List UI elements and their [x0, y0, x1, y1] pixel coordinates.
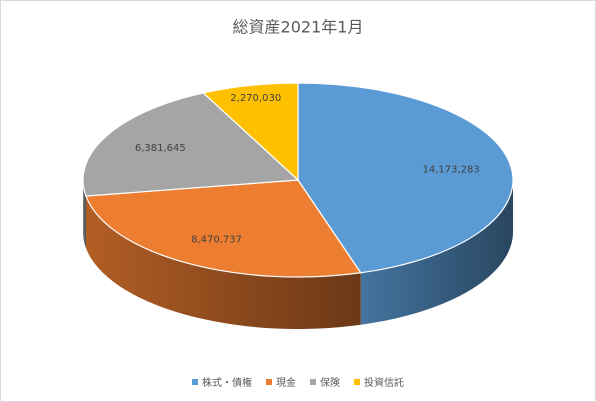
legend-marker [266, 379, 272, 385]
legend: 株式・債権 現金 保険 投資信託 [192, 376, 404, 389]
legend-marker [354, 379, 360, 385]
data-label: 2,270,030 [230, 93, 281, 104]
legend-marker [310, 379, 316, 385]
slice-side [360, 180, 513, 325]
legend-marker [192, 379, 198, 385]
legend-label: 株式・債権 [202, 376, 252, 389]
legend-label: 現金 [276, 376, 296, 389]
legend-label: 投資信託 [364, 376, 404, 389]
slice-side [85, 196, 361, 330]
data-label: 6,381,645 [135, 143, 186, 154]
pie-slice [202, 82, 299, 182]
pie-slice [85, 179, 362, 278]
data-label: 14,173,283 [422, 165, 479, 176]
chart-title: 総資産2021年1月 [233, 18, 364, 37]
pie-slice [297, 82, 514, 274]
pie-slice [82, 92, 300, 197]
legend-label: 保険 [320, 376, 340, 389]
data-label: 8,470,737 [191, 234, 242, 245]
slice-side [83, 180, 86, 249]
